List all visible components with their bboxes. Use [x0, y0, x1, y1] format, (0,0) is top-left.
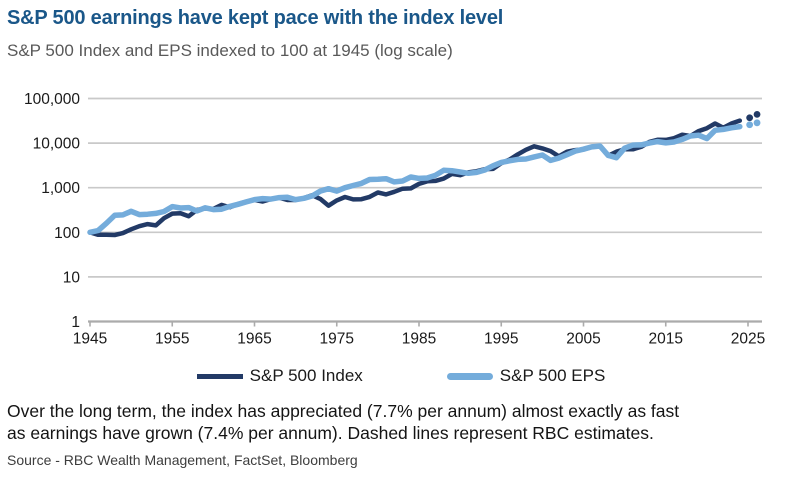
source-attribution: Source - RBC Wealth Management, FactSet,…	[7, 452, 358, 468]
index-line-swatch	[196, 373, 243, 379]
legend-item-eps: S&P 500 EPS	[446, 366, 606, 386]
estimate-dot-s-p-500-index	[753, 111, 761, 118]
legend-item-index: S&P 500 Index	[196, 366, 363, 386]
chart-footnote: Over the long term, the index has apprec…	[7, 400, 799, 444]
legend-label-eps: S&P 500 EPS	[499, 366, 606, 385]
footnote-line-2: as earnings have grown (7.4% per annum).…	[7, 423, 654, 443]
y-tick-label: 100,000	[24, 91, 80, 108]
y-tick-label: 100	[54, 225, 80, 242]
chart-legend: S&P 500 Index S&P 500 EPS	[0, 366, 802, 386]
chart-title: S&P 500 earnings have kept pace with the…	[7, 7, 504, 29]
estimate-dot-s-p-500-eps	[746, 121, 754, 129]
eps-line-swatch	[446, 372, 493, 380]
x-tick-label: 1995	[484, 331, 518, 348]
chart-subtitle: S&P 500 Index and EPS indexed to 100 at …	[7, 41, 453, 60]
estimate-dot-s-p-500-index	[746, 114, 754, 122]
x-tick-label: 1965	[237, 331, 271, 348]
x-tick-label: 2025	[731, 331, 765, 348]
y-tick-label: 10	[63, 269, 81, 286]
x-tick-label: 1945	[73, 331, 107, 348]
estimate-dot-s-p-500-eps	[753, 119, 761, 127]
x-tick-label: 2005	[566, 331, 600, 348]
y-tick-label: 10,000	[33, 136, 81, 153]
y-tick-label: 1	[71, 314, 80, 331]
legend-label-index: S&P 500 Index	[249, 366, 363, 385]
x-tick-label: 1955	[155, 331, 189, 348]
series-line-s-p-500-eps	[87, 123, 743, 236]
x-tick-label: 1985	[402, 331, 436, 348]
footnote-line-1: Over the long term, the index has apprec…	[7, 401, 680, 421]
x-tick-label: 1975	[320, 331, 354, 348]
x-tick-label: 2015	[649, 331, 683, 348]
y-tick-label: 1,000	[41, 180, 80, 197]
